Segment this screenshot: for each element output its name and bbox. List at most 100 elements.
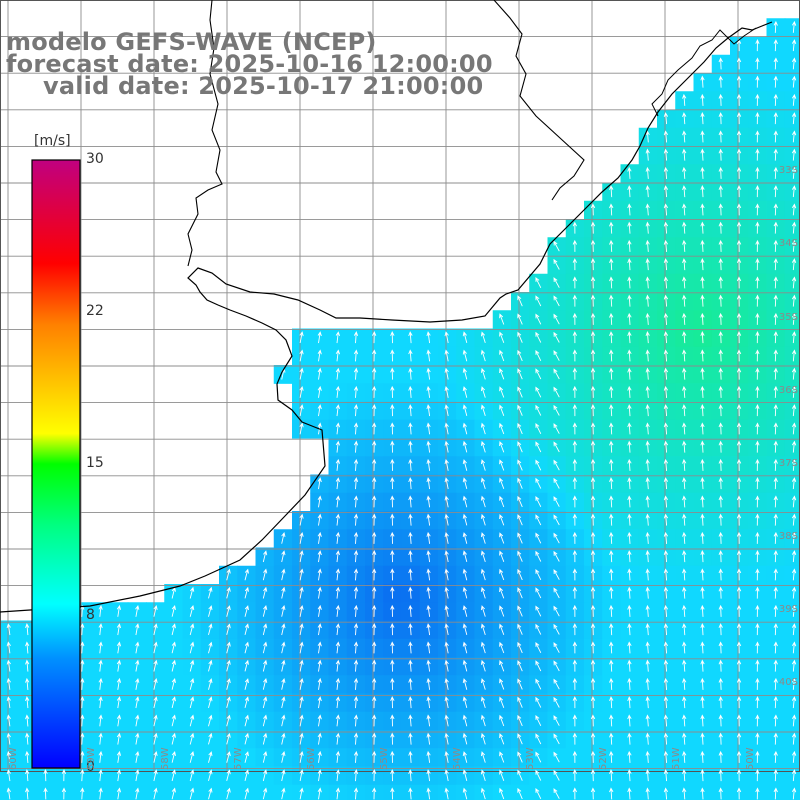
wind-arrow (736, 221, 742, 234)
wind-arrow (791, 458, 797, 471)
wind-arrow (736, 641, 742, 654)
wind-arrow (609, 221, 614, 234)
wind-arrow (755, 258, 760, 271)
wind-arrow (226, 714, 231, 727)
wind-arrow (517, 660, 523, 672)
wind-arrow (663, 750, 669, 763)
wind-arrow (353, 714, 359, 727)
wind-arrow (682, 769, 687, 782)
wind-arrow (208, 714, 213, 727)
wind-arrow (718, 57, 723, 70)
wind-arrow (682, 294, 687, 307)
wind-arrow (590, 586, 596, 599)
wind-arrow (755, 750, 760, 763)
wind-arrow (462, 331, 468, 344)
wind-arrow (535, 295, 542, 307)
wind-arrow (372, 769, 377, 782)
wind-arrow (353, 495, 359, 508)
wind-arrow (390, 750, 395, 763)
wind-arrow (208, 605, 213, 617)
wind-arrow (645, 294, 650, 307)
wind-arrow (426, 641, 431, 654)
wind-arrow (773, 586, 778, 599)
wind-arrow (153, 659, 158, 672)
wind-arrow (43, 787, 48, 800)
wind-arrow (627, 586, 632, 599)
wind-arrow (517, 623, 523, 635)
wind-cell (784, 365, 800, 384)
wind-arrow (755, 586, 760, 599)
wind-cell (784, 219, 800, 238)
wind-arrow (390, 696, 395, 709)
wind-arrow (390, 367, 395, 380)
wind-arrow (572, 276, 578, 289)
wind-arrow (281, 769, 286, 782)
wind-cell (511, 784, 530, 800)
lat-label-37s: 37S (778, 458, 798, 469)
wind-arrow (718, 367, 723, 380)
wind-arrow (535, 422, 542, 434)
wind-arrow (572, 458, 578, 471)
wind-arrow (773, 732, 778, 745)
wind-arrow (627, 531, 632, 544)
wind-arrow (499, 368, 505, 380)
wind-arrow (736, 422, 742, 435)
wind-arrow (773, 568, 778, 581)
wind-cell (784, 547, 800, 567)
wind-arrow (773, 39, 778, 52)
wind-arrow (462, 732, 468, 745)
wind-arrow (244, 605, 249, 617)
wind-arrow (755, 185, 760, 198)
wind-arrow (718, 531, 723, 544)
wind-arrow (226, 586, 231, 599)
wind-arrow (135, 787, 140, 800)
wind-arrow (736, 185, 742, 198)
wind-arrow (517, 331, 523, 343)
wind-arrow (335, 367, 341, 380)
wind-arrow (408, 568, 413, 581)
wind-arrow (244, 769, 249, 782)
wind-arrow (116, 769, 122, 782)
wind-arrow (189, 641, 195, 654)
wind-arrow (755, 440, 760, 453)
wind-arrow (535, 386, 542, 398)
wind-arrow (627, 659, 632, 672)
wind-arrow (135, 677, 140, 690)
wind-arrow (627, 440, 632, 453)
wind-arrow (462, 404, 468, 417)
wind-arrow (572, 641, 578, 654)
wind-arrow (773, 166, 778, 179)
lon-label-60w: 60W (8, 747, 19, 770)
wind-arrow (6, 623, 11, 636)
wind-arrow (627, 787, 632, 800)
wind-cell (784, 675, 800, 695)
wind-arrow (663, 458, 669, 471)
wind-arrow (317, 495, 322, 508)
wind-arrow (499, 386, 505, 398)
wind-arrow (499, 550, 505, 562)
wind-arrow (390, 404, 395, 417)
wind-cell (474, 784, 494, 800)
wind-arrow (700, 458, 705, 471)
wind-arrow (791, 550, 797, 563)
wind-arrow (281, 550, 286, 563)
wind-arrow (353, 349, 359, 362)
wind-arrow (426, 586, 431, 599)
wind-arrow (6, 732, 11, 745)
wind-arrow (553, 642, 560, 653)
wind-arrow (244, 751, 249, 763)
wind-arrow (390, 586, 395, 599)
wind-arrow (663, 422, 669, 435)
wind-arrow (572, 331, 578, 344)
wind-arrow (480, 623, 486, 636)
wind-arrow (499, 459, 505, 471)
wind-arrow (572, 312, 578, 325)
wind-arrow (791, 659, 797, 672)
wind-arrow (609, 294, 614, 307)
wind-arrow (335, 677, 341, 690)
wind-arrow (299, 641, 304, 654)
wind-arrow (791, 166, 797, 179)
wind-arrow (372, 331, 377, 344)
wind-arrow (208, 641, 213, 654)
wind-arrow (736, 294, 742, 307)
